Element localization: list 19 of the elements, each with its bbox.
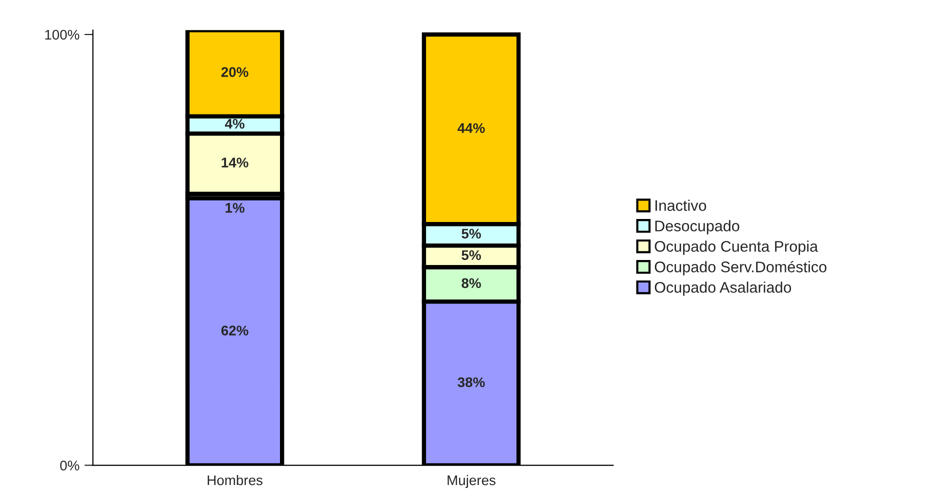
y-tick-label: 0% [60,460,80,470]
legend-label: Desocupado [655,220,740,234]
data-label: 5% [462,250,481,260]
data-label: 62% [221,326,248,336]
y-tick-label: 100% [45,30,80,40]
data-label: 8% [462,278,481,288]
data-label: 14% [222,158,248,168]
legend-label: Ocupado Cuenta Propia [654,240,818,255]
data-label: 5% [462,228,481,239]
data-label: 4% [224,118,244,129]
x-tick-label: Hombres [208,474,262,486]
x-tick-label: Mujeres [448,474,496,488]
data-label: 38% [458,377,485,388]
legend-label: Ocupado Asalariado [654,282,792,296]
legend-label: Inactivo [656,200,706,211]
data-label: 44% [458,123,485,133]
legend-label: Ocupado Serv.Doméstico [654,260,826,276]
data-label: 1% [226,202,244,213]
data-label: 20% [221,67,248,77]
